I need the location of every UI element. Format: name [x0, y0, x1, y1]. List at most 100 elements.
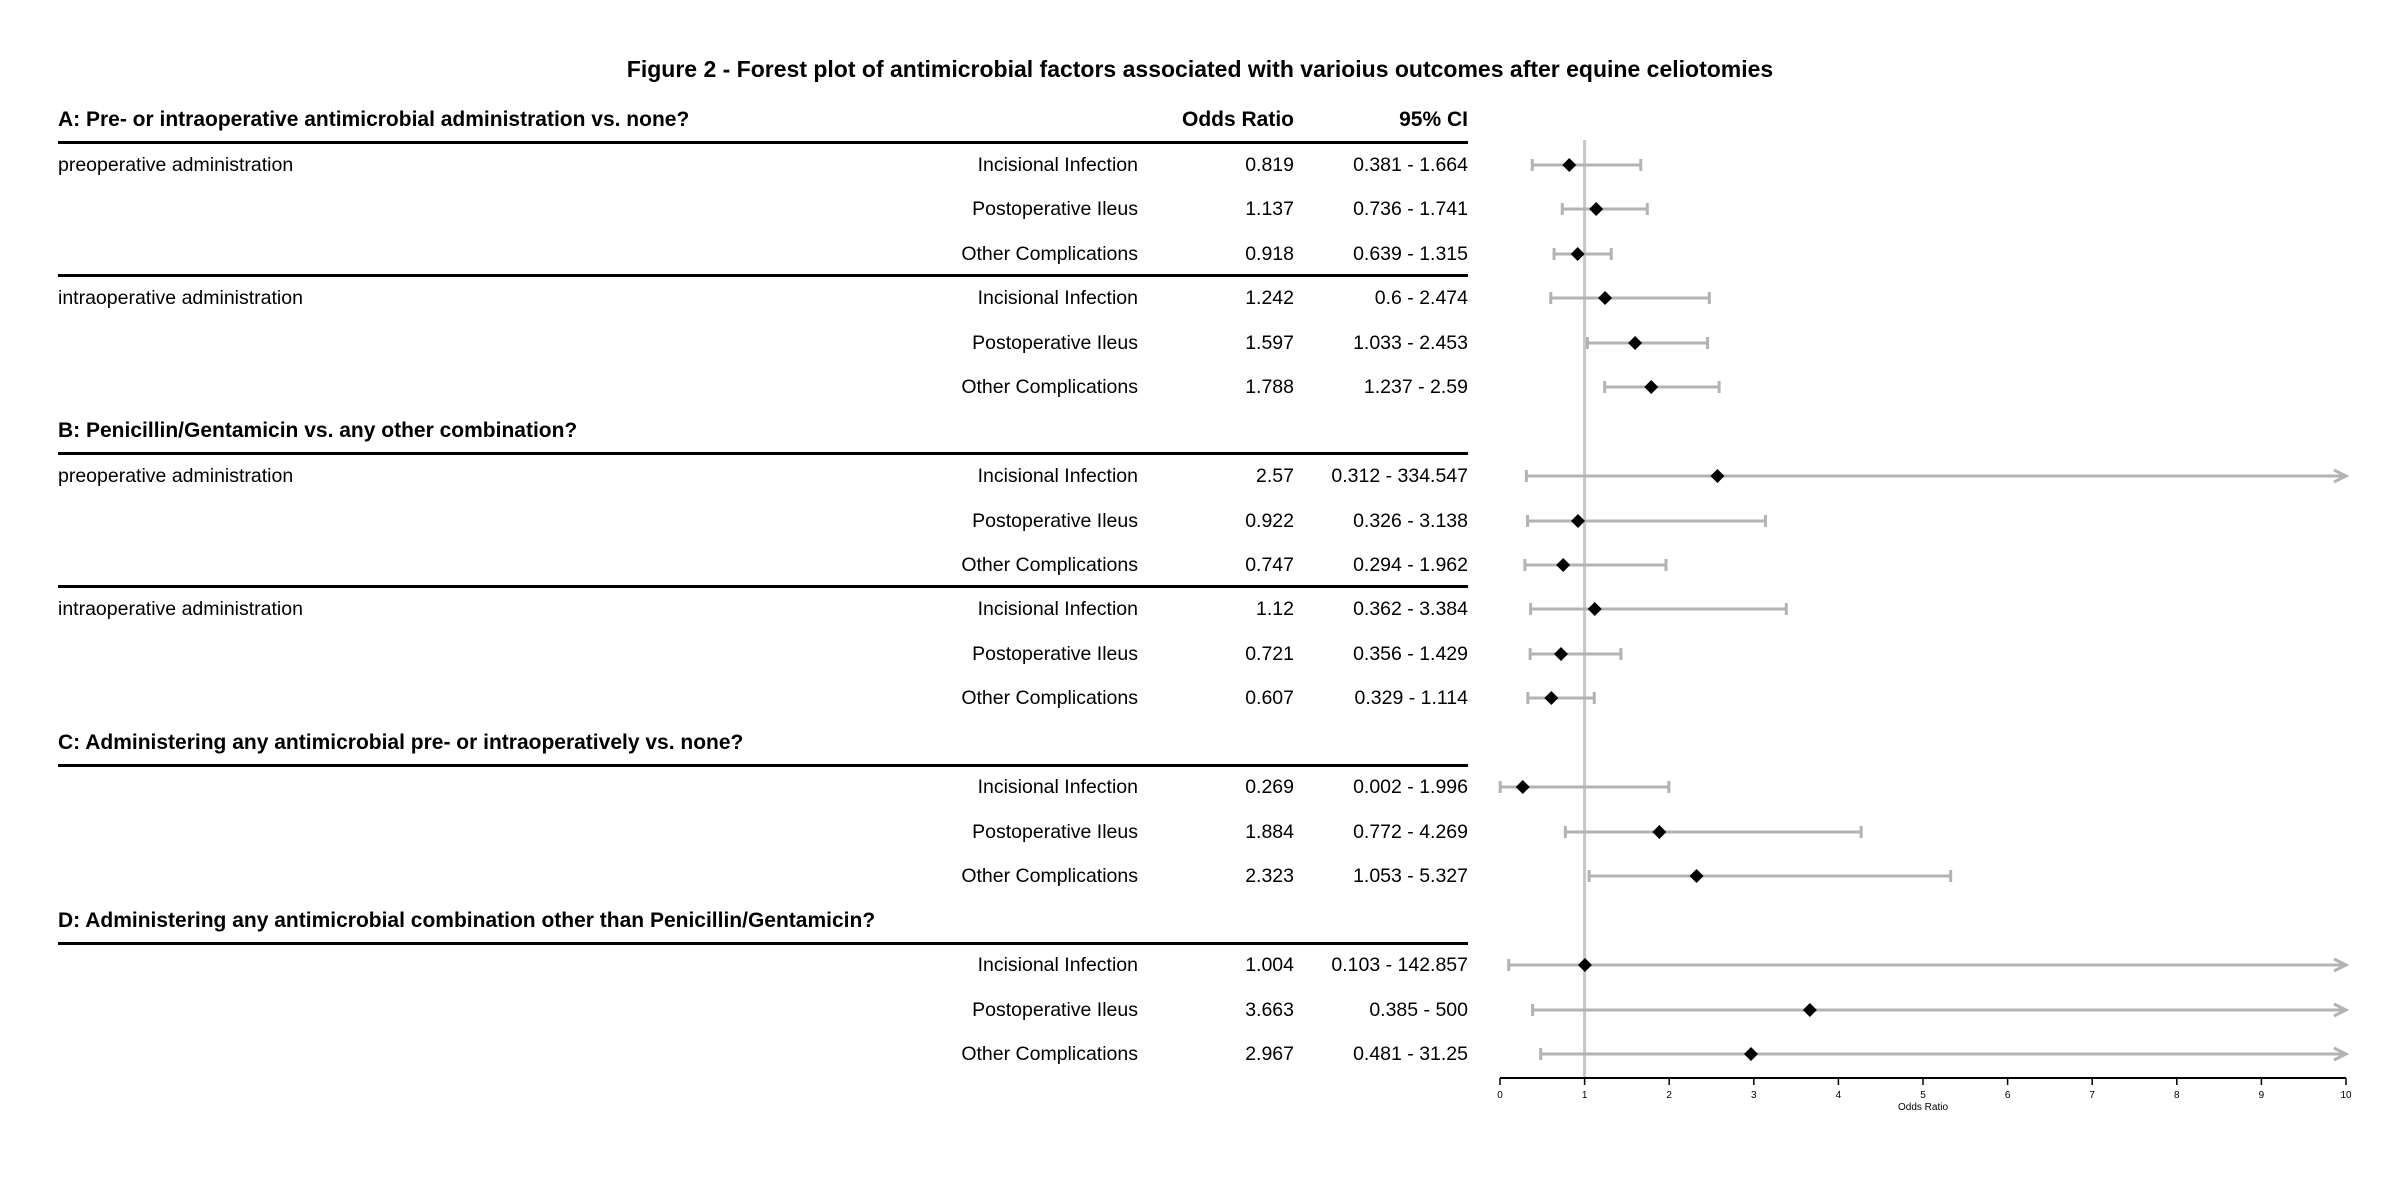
outcome-label: Other Complications [961, 687, 1138, 709]
x-tick-label: 3 [1751, 1090, 1757, 1101]
odds-ratio-point [1553, 647, 1568, 661]
x-tick-label: 0 [1497, 1090, 1503, 1101]
odds-ratio-point [1515, 780, 1530, 794]
outcome-label: Incisional Infection [977, 465, 1138, 487]
section-a-title: A: Pre- or intraoperative antimicrobial … [58, 108, 690, 131]
odds-ratio-point [1652, 825, 1667, 839]
group-label: preoperative administration [58, 465, 294, 487]
outcome-label: Other Complications [961, 243, 1138, 265]
ci-arrow [2333, 957, 2350, 973]
odds-ratio-point [1744, 1047, 1759, 1061]
odds-ratio-value: 0.922 [1245, 510, 1294, 532]
odds-ratio-point [1802, 1003, 1817, 1017]
group-label: intraoperative administration [58, 598, 303, 620]
odds-ratio-value: 1.137 [1245, 198, 1294, 220]
ci-value: 1.053 - 5.327 [1353, 865, 1468, 887]
odds-ratio-value: 0.721 [1245, 643, 1294, 665]
odds-ratio-point [1589, 202, 1604, 216]
x-axis-label: Odds Ratio [1898, 1102, 1948, 1113]
odds-ratio-point [1571, 514, 1586, 528]
ci-value: 0.772 - 4.269 [1353, 821, 1468, 843]
odds-ratio-value: 2.967 [1245, 1043, 1294, 1065]
ci-value: 0.385 - 500 [1369, 999, 1468, 1021]
outcome-label: Other Complications [961, 554, 1138, 576]
odds-ratio-point [1598, 291, 1613, 305]
x-tick-label: 9 [2259, 1090, 2265, 1101]
ci-value: 0.381 - 1.664 [1353, 154, 1468, 176]
ci-value: 0.294 - 1.962 [1353, 554, 1468, 576]
x-tick-label: 7 [2089, 1090, 2095, 1101]
odds-ratio-value: 0.747 [1245, 554, 1294, 576]
outcome-label: Other Complications [961, 1043, 1138, 1065]
group-rule [58, 274, 1468, 277]
ci-value: 0.002 - 1.996 [1353, 776, 1468, 798]
ci-value: 0.326 - 3.138 [1353, 510, 1468, 532]
x-tick-label: 6 [2005, 1090, 2011, 1101]
x-tick-label: 5 [1920, 1090, 1926, 1101]
odds-ratio-point [1577, 958, 1592, 972]
x-tick-label: 1 [1582, 1090, 1588, 1101]
odds-ratio-value: 0.607 [1245, 687, 1294, 709]
ci-arrow [2333, 468, 2350, 484]
ci-value: 0.329 - 1.114 [1354, 687, 1468, 709]
ci-value: 0.6 - 2.474 [1374, 287, 1468, 309]
group-rule [58, 585, 1468, 588]
outcome-label: Postoperative Ileus [972, 821, 1138, 843]
outcome-label: Postoperative Ileus [972, 999, 1138, 1021]
odds-ratio-value: 1.004 [1245, 954, 1294, 976]
odds-ratio-value: 1.884 [1245, 821, 1294, 843]
ci-value: 0.736 - 1.741 [1353, 198, 1468, 220]
section-c-title: C: Administering any antimicrobial pre- … [58, 731, 744, 754]
odds-ratio-header: Odds Ratio [1181, 108, 1294, 131]
ci-value: 0.103 - 142.857 [1331, 954, 1468, 976]
odds-ratio-value: 0.269 [1245, 776, 1294, 798]
odds-ratio-point [1644, 380, 1659, 394]
x-tick-label: 2 [1666, 1090, 1672, 1101]
ci-value: 0.312 - 334.547 [1331, 465, 1468, 487]
outcome-label: Postoperative Ileus [972, 332, 1138, 354]
ci-value: 0.639 - 1.315 [1353, 243, 1468, 265]
ci-value: 0.481 - 31.25 [1353, 1043, 1468, 1065]
odds-ratio-point [1710, 469, 1725, 483]
odds-ratio-point [1556, 558, 1571, 572]
outcome-label: Postoperative Ileus [972, 643, 1138, 665]
odds-ratio-point [1562, 158, 1577, 172]
section-c-rule [58, 764, 1468, 767]
odds-ratio-point [1570, 247, 1585, 261]
odds-ratio-value: 1.597 [1245, 332, 1294, 354]
odds-ratio-value: 2.323 [1245, 865, 1294, 887]
outcome-label: Incisional Infection [977, 154, 1138, 176]
ci-value: 1.033 - 2.453 [1353, 332, 1468, 354]
outcome-label: Other Complications [961, 376, 1138, 398]
odds-ratio-value: 1.12 [1256, 598, 1294, 620]
x-tick-label: 4 [1836, 1090, 1842, 1101]
ci-value: 0.362 - 3.384 [1353, 598, 1468, 620]
chart-title: Figure 2 - Forest plot of antimicrobial … [626, 56, 1774, 82]
outcome-label: Other Complications [961, 865, 1138, 887]
ci-arrow [2333, 1046, 2350, 1062]
odds-ratio-value: 2.57 [1256, 465, 1294, 487]
odds-ratio-value: 1.788 [1245, 376, 1294, 398]
outcome-label: Incisional Infection [977, 598, 1138, 620]
odds-ratio-point [1544, 691, 1559, 705]
section-b-title: B: Penicillin/Gentamicin vs. any other c… [58, 419, 578, 442]
outcome-label: Incisional Infection [977, 287, 1138, 309]
ci-value: 1.237 - 2.59 [1363, 376, 1468, 398]
section-d-title: D: Administering any antimicrobial combi… [58, 909, 876, 932]
ci-arrow [2333, 1002, 2350, 1018]
x-tick-label: 10 [2340, 1090, 2352, 1101]
odds-ratio-value: 3.663 [1245, 999, 1294, 1021]
odds-ratio-point [1689, 869, 1704, 883]
section-b-rule [58, 452, 1468, 455]
outcome-label: Postoperative Ileus [972, 510, 1138, 532]
section-a-rule [58, 141, 1468, 144]
ci-value: 0.356 - 1.429 [1353, 643, 1468, 665]
ci-header: 95% CI [1399, 108, 1468, 131]
outcome-label: Incisional Infection [977, 776, 1138, 798]
odds-ratio-value: 0.819 [1245, 154, 1294, 176]
odds-ratio-value: 1.242 [1245, 287, 1294, 309]
outcome-label: Postoperative Ileus [972, 198, 1138, 220]
odds-ratio-value: 0.918 [1245, 243, 1294, 265]
x-tick-label: 8 [2174, 1090, 2180, 1101]
